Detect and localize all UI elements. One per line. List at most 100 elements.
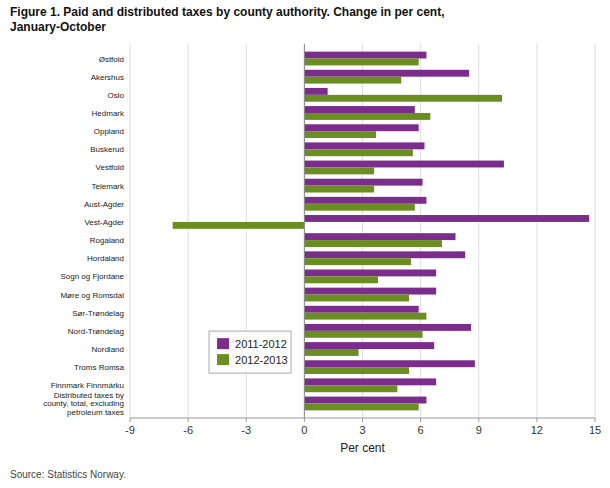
category-label: Oppland (94, 127, 124, 136)
bar (304, 167, 374, 174)
category-label: Hordaland (87, 254, 124, 263)
x-tick (130, 418, 131, 422)
bar (304, 124, 418, 131)
category-label-line: Rogaland (90, 236, 124, 245)
bar (304, 131, 376, 138)
bar (304, 360, 475, 367)
x-tick (188, 418, 189, 422)
category-label-line: Finnmark Finnmárku (51, 381, 124, 390)
category-label: Hedmark (92, 109, 125, 118)
bar (304, 342, 434, 349)
category-label-line: Buskerud (90, 145, 124, 154)
bar (304, 269, 436, 276)
legend-label: 2012-2013 (235, 354, 288, 366)
x-tick (478, 418, 479, 422)
x-tick (304, 418, 305, 422)
x-tick-label: 9 (476, 424, 482, 436)
category-label-line: Troms Romsa (74, 363, 124, 372)
x-tick-label: 12 (531, 424, 543, 436)
x-tick-label: 0 (301, 424, 307, 436)
category-label: Distributed taxes bycounty, total, exclu… (43, 391, 124, 417)
bar (304, 52, 426, 59)
x-tick-label: -9 (125, 424, 135, 436)
category-label-line: petroleum taxes (67, 408, 124, 417)
bar (304, 142, 424, 149)
category-label-line: Hedmark (92, 109, 125, 118)
x-tick (595, 418, 596, 422)
category-label: Vestfold (96, 163, 124, 172)
bar (304, 233, 455, 240)
bar (304, 95, 502, 102)
x-tick-label: 6 (418, 424, 424, 436)
title: Figure 1. Paid and distributed taxes by … (10, 5, 445, 34)
bar (304, 276, 378, 283)
bar (304, 367, 409, 374)
category-label-line: Vest-Agder (84, 218, 124, 227)
bar (304, 106, 414, 113)
grid-line (130, 44, 131, 418)
grid-line (595, 44, 596, 418)
category-label-line: Hordaland (87, 254, 124, 263)
category-label-line: Nord-Trøndelag (68, 327, 124, 336)
category-label-line: Oppland (94, 127, 124, 136)
bar (304, 258, 411, 265)
bar (304, 349, 358, 356)
bar (304, 215, 589, 222)
category-label-line: Nordland (92, 345, 124, 354)
bars (173, 52, 590, 411)
title-line: Figure 1. Paid and distributed taxes by … (10, 5, 445, 19)
category-label: Buskerud (90, 145, 124, 154)
x-tick-label: -6 (183, 424, 193, 436)
legend-swatch (217, 338, 229, 349)
legend: 2011-2012 2012-2013 (209, 331, 291, 373)
bar (304, 295, 409, 302)
legend-label: 2011-2012 (235, 338, 287, 350)
bar (304, 288, 436, 295)
bar (304, 113, 430, 120)
legend-swatch (217, 354, 229, 365)
x-axis-label: Per cent (340, 441, 385, 455)
bar (304, 313, 426, 320)
bar (304, 70, 469, 77)
grid-line (304, 44, 305, 418)
category-label-line: Østfold (99, 55, 124, 64)
category-label: Sør-Trøndelag (72, 309, 124, 318)
category-label-line: Sogn og Fjordane (60, 272, 124, 281)
bar (304, 331, 422, 338)
x-tick-label: 3 (359, 424, 365, 436)
bar (304, 324, 471, 331)
category-label: Nord-Trøndelag (68, 327, 124, 336)
grid-line (536, 44, 537, 418)
category-label: Finnmark Finnmárku (51, 381, 124, 390)
legend-box (209, 331, 291, 373)
chart: Figure 1. Paid and distributed taxes by … (0, 0, 610, 488)
source: Source: Statistics Norway. (10, 469, 126, 480)
category-label-line: Oslo (108, 91, 125, 100)
category-label-line: Telemark (92, 182, 125, 191)
x-tick-label: 15 (589, 424, 601, 436)
category-label: Sogn og Fjordane (60, 272, 124, 281)
zero-line (304, 44, 305, 418)
bar (304, 161, 504, 168)
bar (304, 59, 418, 66)
bar (304, 306, 418, 313)
x-tick (362, 418, 363, 422)
bar (304, 179, 422, 186)
category-label-line: Sør-Trøndelag (72, 309, 124, 318)
title-line: January-October (10, 20, 106, 34)
grid-line (188, 44, 189, 418)
bar (304, 378, 436, 385)
category-label-line: Aust-Agder (84, 200, 124, 209)
category-label: Rogaland (90, 236, 124, 245)
category-label: Akershus (91, 73, 124, 82)
bar (304, 186, 374, 193)
bar (304, 77, 401, 84)
category-label: Østfold (99, 55, 124, 64)
category-label: Vest-Agder (84, 218, 124, 227)
bar (304, 88, 327, 95)
category-label-line: Møre og Romsdal (60, 291, 124, 300)
x-tick (420, 418, 421, 422)
bar (304, 251, 465, 258)
category-label-line: Akershus (91, 73, 124, 82)
category-label: Nordland (92, 345, 124, 354)
